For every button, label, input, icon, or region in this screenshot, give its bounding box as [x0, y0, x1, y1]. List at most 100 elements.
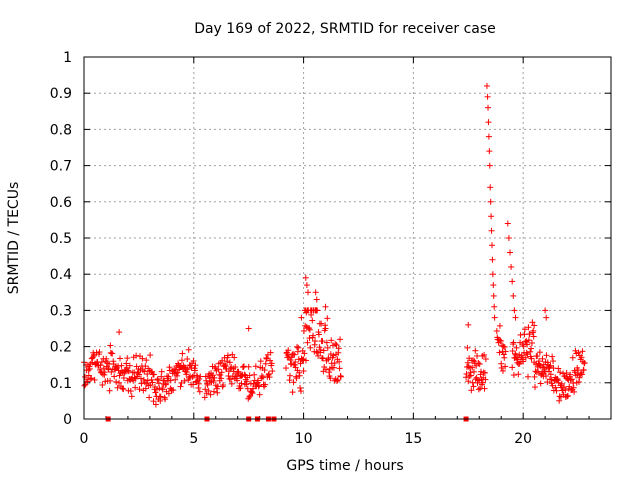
data-point — [481, 369, 488, 376]
data-point — [336, 365, 343, 372]
data-point — [88, 375, 95, 382]
data-point — [192, 362, 199, 369]
data-point — [575, 349, 582, 356]
data-point — [181, 377, 188, 384]
data-point — [155, 380, 162, 387]
data-point — [238, 373, 245, 380]
data-point — [172, 376, 179, 383]
data-point — [509, 278, 516, 285]
data-point — [136, 371, 143, 378]
data-point — [509, 347, 516, 354]
data-point — [174, 369, 181, 376]
data-point — [147, 352, 154, 359]
data-point — [136, 386, 143, 393]
data-point — [210, 388, 217, 395]
y-tick-label: 0.3 — [50, 303, 72, 319]
data-point — [324, 315, 331, 322]
data-point — [537, 380, 544, 387]
data-point — [185, 346, 192, 353]
data-point — [468, 387, 475, 394]
data-point — [306, 326, 313, 333]
data-point — [141, 368, 148, 375]
plot-frame — [83, 56, 612, 420]
y-tick-label: 0.2 — [50, 340, 72, 356]
data-point — [191, 367, 198, 374]
data-point — [205, 387, 212, 394]
data-point — [207, 391, 214, 398]
data-point — [137, 375, 144, 382]
data-point — [159, 386, 166, 393]
data-point — [544, 379, 551, 386]
data-point — [118, 362, 125, 369]
data-point — [332, 340, 339, 347]
data-point — [177, 383, 184, 390]
data-point — [580, 366, 587, 373]
data-point — [108, 368, 115, 375]
data-point — [563, 369, 570, 376]
data-point — [553, 387, 560, 394]
data-point — [569, 354, 576, 361]
data-point — [483, 82, 490, 89]
data-point — [510, 372, 517, 379]
data-point — [300, 368, 307, 375]
data-point — [475, 360, 482, 367]
data-point — [491, 303, 498, 310]
data-point — [526, 331, 533, 338]
data-point — [297, 360, 304, 367]
data-point — [528, 340, 535, 347]
data-point — [534, 353, 541, 360]
data-point — [289, 389, 296, 396]
data-point — [482, 376, 489, 383]
data-point — [497, 338, 504, 345]
data-point — [304, 339, 311, 346]
data-point — [144, 371, 151, 378]
data-point — [327, 375, 334, 382]
y-tick-label: 0.5 — [50, 231, 72, 247]
data-point — [148, 376, 155, 383]
data-point — [267, 349, 274, 356]
data-point — [290, 350, 297, 357]
data-point — [306, 335, 313, 342]
data-point — [330, 364, 337, 371]
data-point — [218, 375, 225, 382]
data-point — [304, 289, 311, 296]
data-point — [252, 363, 259, 370]
data-point — [319, 355, 326, 362]
data-point — [316, 344, 323, 351]
data-point — [113, 378, 120, 385]
data-point — [322, 325, 329, 332]
data-point — [167, 377, 174, 384]
data-point — [531, 322, 538, 329]
data-point — [523, 349, 530, 356]
data-point — [581, 359, 588, 366]
data-point — [473, 374, 480, 381]
data-point — [246, 372, 253, 379]
data-point — [557, 369, 564, 376]
data-point — [240, 363, 247, 370]
data-point — [98, 358, 105, 365]
data-point — [152, 389, 159, 396]
data-point — [96, 349, 103, 356]
data-point — [217, 372, 224, 379]
data-point — [184, 356, 191, 363]
data-point — [162, 396, 169, 403]
data-point — [116, 379, 123, 386]
data-point — [472, 347, 479, 354]
data-point — [525, 324, 532, 331]
data-point — [120, 374, 127, 381]
data-point — [319, 338, 326, 345]
data-point — [579, 371, 586, 378]
data-point — [484, 93, 491, 100]
data-point — [490, 282, 497, 289]
data-point — [337, 336, 344, 343]
data-point — [313, 348, 320, 355]
data-point — [543, 352, 550, 359]
data-point — [226, 359, 233, 366]
data-point — [335, 345, 342, 352]
y-tick-label: 1 — [63, 50, 72, 66]
data-point — [539, 355, 546, 362]
data-point — [286, 372, 293, 379]
data-point — [101, 369, 108, 376]
data-point — [266, 374, 273, 381]
